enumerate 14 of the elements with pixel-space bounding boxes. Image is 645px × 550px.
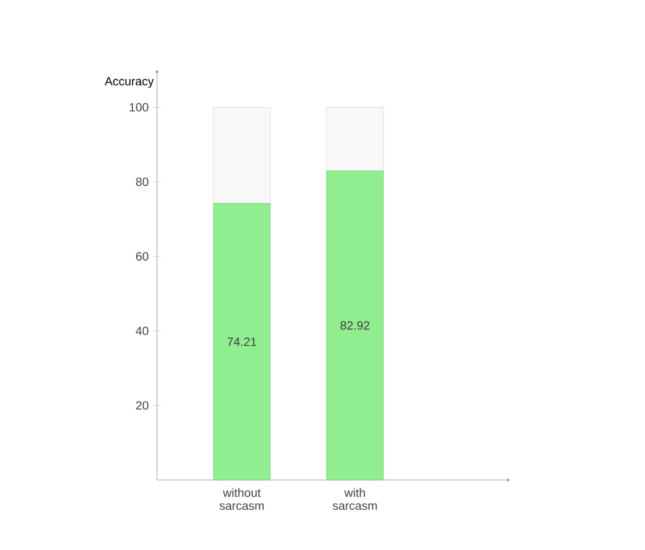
x-tick-label: with sarcasm [332, 488, 377, 510]
y-tick-label: 40 [136, 326, 148, 336]
y-tick-label: 60 [136, 252, 148, 261]
bar [326, 107, 384, 172]
data-label: 82.92 [340, 321, 370, 330]
data-label: 74.21 [228, 338, 256, 346]
x-tick-label: without sarcasm [220, 488, 264, 510]
y-tick-label: 80 [136, 178, 148, 186]
y-axis-title: Accuracy [104, 77, 154, 88]
bar [213, 203, 271, 480]
y-tick-label: 20 [136, 401, 148, 410]
y-tick-label: 100 [130, 103, 148, 112]
bar [326, 170, 384, 480]
bar [213, 107, 271, 204]
